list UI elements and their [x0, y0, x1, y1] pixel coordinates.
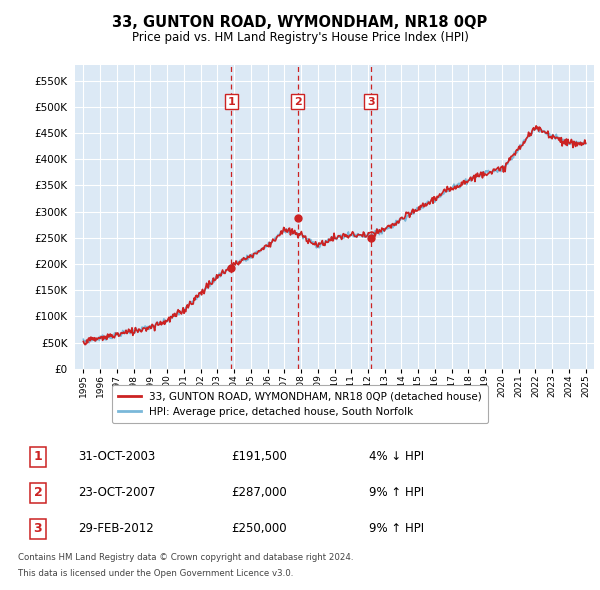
Text: 2: 2	[294, 97, 302, 107]
Legend: 33, GUNTON ROAD, WYMONDHAM, NR18 0QP (detached house), HPI: Average price, detac: 33, GUNTON ROAD, WYMONDHAM, NR18 0QP (de…	[112, 385, 488, 423]
Text: Contains HM Land Registry data © Crown copyright and database right 2024.: Contains HM Land Registry data © Crown c…	[18, 553, 353, 562]
Text: 23-OCT-2007: 23-OCT-2007	[78, 486, 155, 499]
Text: 33, GUNTON ROAD, WYMONDHAM, NR18 0QP: 33, GUNTON ROAD, WYMONDHAM, NR18 0QP	[112, 15, 488, 30]
Text: 3: 3	[367, 97, 374, 107]
Text: Price paid vs. HM Land Registry's House Price Index (HPI): Price paid vs. HM Land Registry's House …	[131, 31, 469, 44]
Text: 31-OCT-2003: 31-OCT-2003	[78, 450, 155, 463]
Text: 9% ↑ HPI: 9% ↑ HPI	[369, 486, 424, 499]
Text: £287,000: £287,000	[231, 486, 287, 499]
Text: 3: 3	[34, 522, 42, 535]
Text: £191,500: £191,500	[231, 450, 287, 463]
Text: This data is licensed under the Open Government Licence v3.0.: This data is licensed under the Open Gov…	[18, 569, 293, 579]
Text: 1: 1	[227, 97, 235, 107]
Text: 4% ↓ HPI: 4% ↓ HPI	[369, 450, 424, 463]
Text: 29-FEB-2012: 29-FEB-2012	[78, 522, 154, 535]
Text: £250,000: £250,000	[231, 522, 287, 535]
Text: 1: 1	[34, 450, 42, 463]
Text: 2: 2	[34, 486, 42, 499]
Text: 9% ↑ HPI: 9% ↑ HPI	[369, 522, 424, 535]
